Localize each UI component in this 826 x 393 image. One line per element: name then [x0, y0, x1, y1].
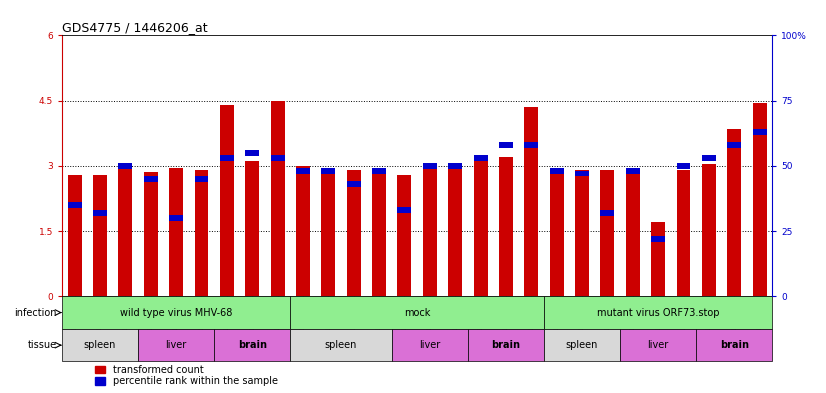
Bar [118, 163, 132, 169]
Bar [321, 168, 335, 174]
Bar [68, 174, 82, 296]
Bar [549, 168, 563, 174]
Bar [473, 162, 487, 296]
Legend: transformed count, percentile rank within the sample: transformed count, percentile rank withi… [95, 365, 278, 386]
Text: spleen: spleen [83, 340, 116, 350]
Text: wild type virus MHV-68: wild type virus MHV-68 [120, 308, 232, 318]
Bar [220, 155, 234, 161]
Bar [575, 171, 589, 176]
Bar [372, 170, 386, 296]
Bar [696, 329, 772, 362]
Bar [169, 168, 183, 296]
Bar [601, 210, 615, 216]
Text: brain: brain [238, 340, 267, 350]
Text: GDS4775 / 1446206_at: GDS4775 / 1446206_at [62, 21, 207, 34]
Bar [499, 142, 513, 148]
Bar [752, 129, 767, 135]
Bar [245, 150, 259, 156]
Bar [544, 296, 772, 329]
Bar [727, 129, 741, 296]
Bar [138, 329, 214, 362]
Bar [62, 329, 138, 362]
Bar [93, 174, 107, 296]
Text: liver: liver [165, 340, 187, 350]
Bar [676, 170, 691, 296]
Bar [144, 176, 158, 182]
Bar [676, 163, 691, 169]
Bar [727, 142, 741, 148]
Text: liver: liver [648, 340, 669, 350]
Text: tissue: tissue [28, 340, 57, 350]
Bar [68, 202, 82, 208]
Bar [544, 329, 620, 362]
Bar [271, 155, 285, 161]
Bar [499, 157, 513, 296]
Bar [372, 168, 386, 174]
Bar [194, 176, 208, 182]
Bar [296, 168, 310, 174]
Bar [525, 142, 539, 148]
Bar [468, 329, 544, 362]
Bar [169, 215, 183, 221]
Bar [194, 170, 208, 296]
Bar [626, 173, 640, 296]
Bar [397, 208, 411, 213]
Bar [549, 168, 563, 296]
Text: liver: liver [419, 340, 440, 350]
Bar [144, 173, 158, 296]
Bar [702, 163, 716, 296]
Bar [290, 296, 544, 329]
Bar [245, 162, 259, 296]
Bar [397, 174, 411, 296]
Bar [347, 170, 361, 296]
Bar [449, 168, 463, 296]
Bar [473, 155, 487, 161]
Bar [321, 168, 335, 296]
Bar [296, 166, 310, 296]
Bar [118, 168, 132, 296]
Text: infection: infection [14, 308, 57, 318]
Bar [575, 170, 589, 296]
Bar [620, 329, 696, 362]
Bar [423, 168, 437, 296]
Text: mutant virus ORF73.stop: mutant virus ORF73.stop [597, 308, 719, 318]
Text: spleen: spleen [325, 340, 357, 350]
Bar [423, 163, 437, 169]
Bar [271, 101, 285, 296]
Bar [347, 181, 361, 187]
Bar [62, 296, 290, 329]
Text: mock: mock [404, 308, 430, 318]
Bar [392, 329, 468, 362]
Bar [601, 170, 615, 296]
Bar [752, 103, 767, 296]
Bar [702, 155, 716, 161]
Bar [220, 105, 234, 296]
Bar [93, 210, 107, 216]
Text: brain: brain [491, 340, 520, 350]
Bar [449, 163, 463, 169]
Bar [626, 168, 640, 174]
Bar [290, 329, 392, 362]
Text: spleen: spleen [566, 340, 598, 350]
Bar [525, 107, 539, 296]
Bar [651, 236, 665, 242]
Bar [651, 222, 665, 296]
Text: brain: brain [719, 340, 748, 350]
Bar [214, 329, 290, 362]
